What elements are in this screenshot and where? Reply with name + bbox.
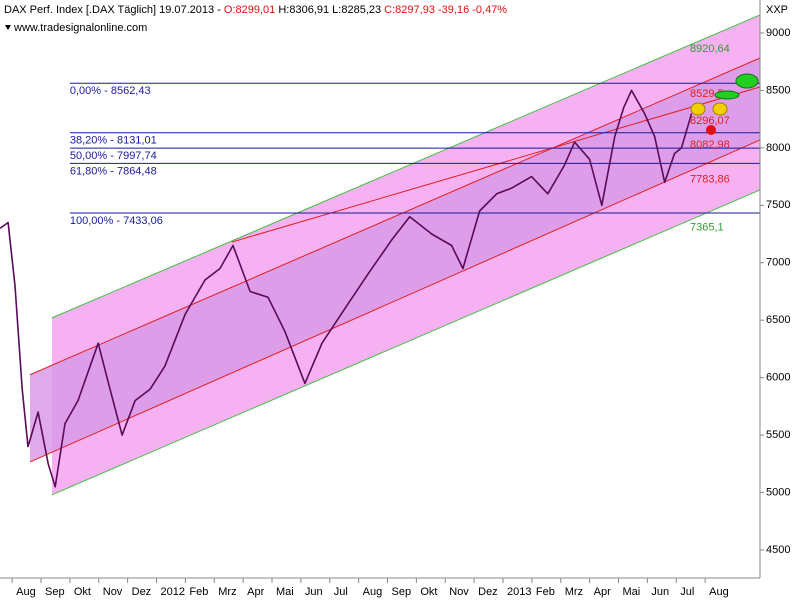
channel-edge — [29, 139, 761, 463]
channel-edge — [51, 189, 761, 496]
x-tick-label: Aug — [16, 586, 36, 598]
level-label: 50,00% - 7997,74 — [70, 150, 157, 162]
x-tick-label: Mai — [623, 586, 641, 598]
price-label: 7783,86 — [690, 174, 730, 186]
marker — [706, 125, 716, 135]
x-tick-label: Okt — [420, 586, 437, 598]
close: C:8297,93 -39,16 -0,47% — [384, 4, 507, 16]
trend-line — [231, 86, 761, 243]
y-tick-label: 4500 — [766, 544, 790, 556]
open: O:8299,01 — [224, 4, 275, 16]
level-label: 100,00% - 7433,06 — [70, 215, 163, 227]
x-tick-label: Jul — [680, 586, 694, 598]
marker — [714, 90, 740, 100]
title: DAX Perf. Index [.DAX Täglich] 19.07.201… — [4, 4, 224, 16]
x-tick-label: Jun — [651, 586, 669, 598]
y-tick-label: 9000 — [766, 27, 790, 39]
x-tick-label: Jul — [334, 586, 348, 598]
channel — [30, 58, 760, 462]
level-label: 61,80% - 7864,48 — [70, 165, 157, 177]
chart-title: DAX Perf. Index [.DAX Täglich] 19.07.201… — [4, 4, 507, 16]
x-tick-label: Jun — [305, 586, 323, 598]
price-line — [0, 89, 693, 488]
x-tick-label: Okt — [74, 586, 91, 598]
x-tick-label: Dez — [132, 586, 152, 598]
x-tick-label: Aug — [363, 586, 383, 598]
y-tick-label: 7500 — [766, 199, 790, 211]
price-label: 8529,5 — [690, 88, 724, 100]
x-tick-label: Mai — [276, 586, 294, 598]
icon — [5, 25, 11, 30]
level-label: 38,20% - 8131,01 — [70, 135, 157, 147]
y-tick-label: 5000 — [766, 486, 790, 498]
y-tick-label: 5500 — [766, 429, 790, 441]
marker — [690, 102, 706, 116]
subtitle: www.tradesignalonline.com — [13, 22, 147, 34]
channel-edge — [29, 57, 761, 376]
x-tick-label: Nov — [103, 586, 123, 598]
channel-edge — [51, 14, 761, 319]
x-tick-label: 2012 — [161, 586, 185, 598]
y-tick-label: 8500 — [766, 84, 790, 96]
y-tick-label: 8000 — [766, 142, 790, 154]
price-label: 8082,98 — [690, 139, 730, 151]
high-low: H:8306,91 L:8285,23 — [275, 4, 384, 16]
marker — [712, 102, 728, 116]
x-tick-label: Sep — [392, 586, 412, 598]
x-tick-label: Feb — [189, 586, 208, 598]
x-tick-label: 2013 — [507, 586, 531, 598]
x-tick-label: Nov — [449, 586, 469, 598]
axis-label: XXP — [766, 4, 788, 16]
y-tick-label: 6000 — [766, 372, 790, 384]
price-label: 8296,07 — [690, 115, 730, 127]
x-tick-label: Aug — [709, 586, 729, 598]
x-tick-label: Apr — [247, 586, 264, 598]
level-label: 0,00% - 8562,43 — [70, 85, 151, 97]
x-tick-label: Mrz — [218, 586, 236, 598]
x-tick-label: Dez — [478, 586, 498, 598]
price-label: 8920,64 — [690, 43, 730, 55]
y-tick-label: 7000 — [766, 257, 790, 269]
x-tick-label: Apr — [594, 586, 611, 598]
x-tick-label: Feb — [536, 586, 555, 598]
x-tick-label: Mrz — [565, 586, 583, 598]
marker — [735, 73, 759, 89]
plot-area: 0,00% - 8562,43 38,20% - 8131,01 50,00% - … — [0, 14, 761, 496]
x-tick-label: Sep — [45, 586, 65, 598]
y-tick-label: 6500 — [766, 314, 790, 326]
price-label: 7365,1 — [690, 222, 724, 234]
